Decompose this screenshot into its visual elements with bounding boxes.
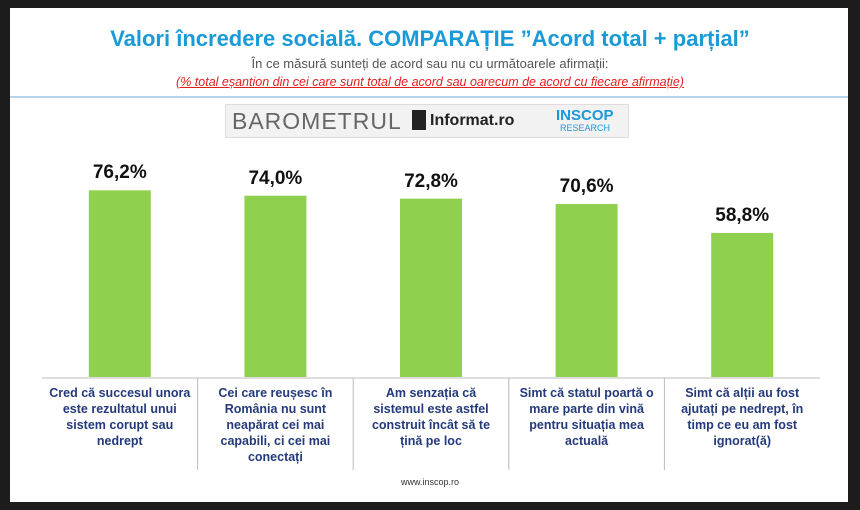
- logo-text: BAROMETRUL: [232, 108, 402, 134]
- bar: [711, 232, 774, 377]
- value-label: 58,8%: [715, 204, 770, 226]
- category-label: Simt că alții au fost ajutați pe nedrept…: [681, 386, 804, 448]
- value-label: 74,0%: [248, 167, 303, 189]
- note: (% total eșantion din cei care sunt tota…: [176, 75, 684, 89]
- bar: [400, 198, 462, 377]
- category-label: Cred că succesul unora este rezultatul u…: [49, 386, 191, 448]
- category-label: Simt că statul poartă o mare parte din v…: [519, 386, 654, 448]
- source: www.inscop.ro: [400, 477, 460, 487]
- logo-text: RESEARCH: [560, 123, 611, 133]
- bar: [88, 190, 151, 377]
- logo-text: Informat.ro: [430, 112, 515, 129]
- bar: [244, 195, 307, 377]
- bar: [555, 204, 618, 377]
- chart-title: Valori încredere socială. COMPARAȚIE ”Ac…: [110, 26, 750, 51]
- logo-text: INSCOP: [556, 107, 614, 124]
- category-label: Am senzația că sistemul este astfel cons…: [371, 386, 491, 448]
- value-label: 76,2%: [92, 162, 147, 184]
- logo-banner: BAROMETRUL Informat.ro INSCOP RESEARCH: [225, 104, 629, 138]
- category-label: Cei care reușesc în România nu sunt neap…: [218, 386, 333, 464]
- subtitle: În ce măsură sunteți de acord sau nu cu …: [251, 56, 609, 71]
- value-label: 72,8%: [404, 170, 458, 192]
- value-label: 70,6%: [559, 176, 614, 198]
- logo-icon: [412, 110, 426, 130]
